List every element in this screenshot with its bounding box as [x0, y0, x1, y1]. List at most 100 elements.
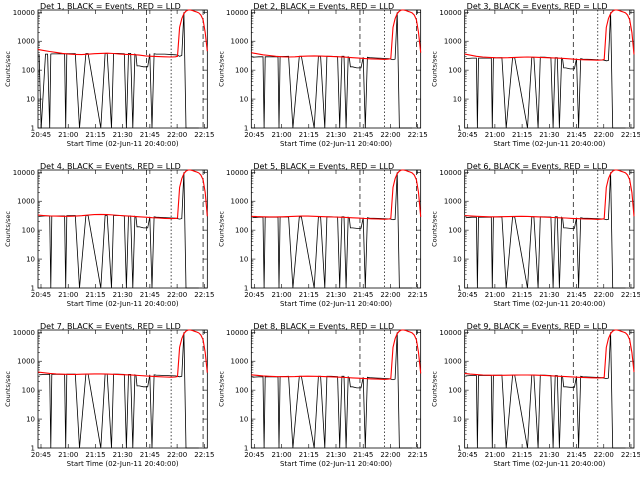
x-tick-label: 21:30	[326, 131, 346, 139]
x-tick-label: 22:15	[194, 451, 214, 459]
y-tick-label: 1000	[444, 198, 462, 206]
x-tick-label: 21:30	[326, 291, 346, 299]
y-tick-label: 10	[26, 256, 35, 264]
y-tick-label: 10000	[13, 169, 35, 177]
y-tick-label: 10	[453, 96, 462, 104]
x-tick-label: 21:45	[140, 291, 160, 299]
events-series-line	[465, 172, 626, 289]
x-tick-label: 21:00	[58, 291, 78, 299]
x-tick-label: 21:30	[539, 291, 559, 299]
x-tick-label: 21:00	[58, 131, 78, 139]
x-axis-label: Start Time (02-Jun-11 20:40:00)	[280, 460, 392, 468]
detector-panel: Det 1, BLACK = Events, RED = LLD Counts/s…	[4, 2, 214, 148]
x-tick-label: 22:15	[194, 131, 214, 139]
y-tick-label: 100	[235, 387, 248, 395]
y-tick-label: 10	[26, 96, 35, 104]
y-tick-label: 1	[244, 445, 248, 453]
x-tick-label: 20:45	[244, 291, 264, 299]
y-tick-label: 1	[31, 125, 35, 133]
x-tick-label: 21:15	[85, 131, 105, 139]
lld-series-line	[464, 169, 635, 220]
panel-title: Det 9, BLACK = Events, RED = LLD	[467, 322, 608, 331]
detector-panel: Det 8, BLACK = Events, RED = LLD Counts/s…	[217, 322, 427, 468]
plot-frame	[250, 329, 422, 449]
y-tick-label: 10000	[13, 329, 35, 337]
x-tick-label: 21:30	[539, 131, 559, 139]
x-axis-label: Start Time (02-Jun-11 20:40:00)	[280, 300, 392, 308]
events-series-line	[38, 12, 199, 129]
lld-series-line	[251, 329, 422, 380]
y-axis-label: Counts/sec	[217, 371, 225, 407]
y-tick-label: 1000	[231, 198, 249, 206]
y-tick-label: 10	[453, 256, 462, 264]
y-tick-label: 10000	[439, 9, 461, 17]
plot-frame	[250, 169, 422, 289]
x-tick-label: 22:00	[167, 131, 187, 139]
x-tick-label: 21:00	[271, 291, 291, 299]
y-tick-label: 10	[239, 256, 248, 264]
x-tick-label: 22:00	[167, 451, 187, 459]
x-tick-label: 20:45	[31, 451, 51, 459]
x-tick-label: 22:00	[594, 131, 614, 139]
y-tick-label: 100	[235, 227, 248, 235]
y-tick-label: 1	[244, 125, 248, 133]
x-tick-label: 21:45	[566, 131, 586, 139]
y-tick-label: 1000	[444, 38, 462, 46]
x-tick-label: 22:15	[621, 131, 640, 139]
plot-frame	[250, 9, 422, 129]
x-tick-label: 20:45	[244, 451, 264, 459]
x-tick-label: 21:15	[512, 131, 532, 139]
x-tick-label: 21:45	[353, 291, 373, 299]
x-axis-label: Start Time (02-Jun-11 20:40:00)	[67, 460, 179, 468]
y-tick-label: 1	[244, 285, 248, 293]
events-series-line	[252, 12, 413, 129]
x-tick-label: 21:00	[485, 131, 505, 139]
x-tick-label: 22:00	[594, 291, 614, 299]
panel-title: Det 1, BLACK = Events, RED = LLD	[40, 2, 181, 11]
x-tick-label: 21:00	[271, 131, 291, 139]
x-tick-label: 21:00	[485, 291, 505, 299]
x-axis-label: Start Time (02-Jun-11 20:40:00)	[493, 300, 605, 308]
detector-panel: Det 4, BLACK = Events, RED = LLD Counts/s…	[4, 162, 214, 308]
panel-title: Det 4, BLACK = Events, RED = LLD	[40, 162, 181, 171]
lld-series-line	[37, 169, 208, 220]
y-tick-label: 1000	[17, 38, 35, 46]
lld-series-line	[464, 9, 635, 61]
y-tick-label: 100	[22, 67, 35, 75]
y-axis-label: Counts/sec	[431, 371, 439, 407]
y-tick-label: 10	[453, 416, 462, 424]
y-axis-label: Counts/sec	[431, 51, 439, 87]
plot-frame	[37, 169, 208, 289]
x-tick-label: 21:00	[58, 451, 78, 459]
x-axis-label: Start Time (02-Jun-11 20:40:00)	[280, 140, 392, 148]
x-tick-label: 21:30	[113, 451, 133, 459]
events-series-line	[252, 172, 413, 289]
y-axis-label: Counts/sec	[4, 211, 12, 247]
y-tick-label: 10000	[439, 329, 461, 337]
y-tick-label: 100	[448, 67, 461, 75]
y-tick-label: 10000	[226, 329, 248, 337]
x-tick-label: 22:00	[380, 451, 400, 459]
y-tick-label: 1	[31, 445, 35, 453]
lld-series-line	[37, 329, 208, 378]
x-tick-label: 21:15	[512, 451, 532, 459]
plot-frame	[464, 329, 635, 449]
detector-panel: Det 2, BLACK = Events, RED = LLD Counts/s…	[217, 2, 427, 148]
y-tick-label: 10000	[226, 9, 248, 17]
plot-frame	[37, 329, 208, 449]
y-tick-label: 10	[26, 416, 35, 424]
x-tick-label: 21:45	[140, 131, 160, 139]
y-tick-label: 100	[22, 387, 35, 395]
y-tick-label: 100	[448, 227, 461, 235]
detector-panel: Det 5, BLACK = Events, RED = LLD Counts/s…	[217, 162, 427, 308]
x-tick-label: 22:15	[621, 291, 640, 299]
plot-frame	[464, 9, 635, 129]
y-tick-label: 1000	[231, 358, 249, 366]
x-tick-label: 21:15	[299, 451, 319, 459]
x-tick-label: 21:15	[85, 451, 105, 459]
y-axis-label: Counts/sec	[4, 51, 12, 87]
events-series-line	[39, 332, 199, 449]
lld-series-line	[251, 169, 422, 220]
detector-panel: Det 7, BLACK = Events, RED = LLD Counts/s…	[4, 322, 214, 468]
